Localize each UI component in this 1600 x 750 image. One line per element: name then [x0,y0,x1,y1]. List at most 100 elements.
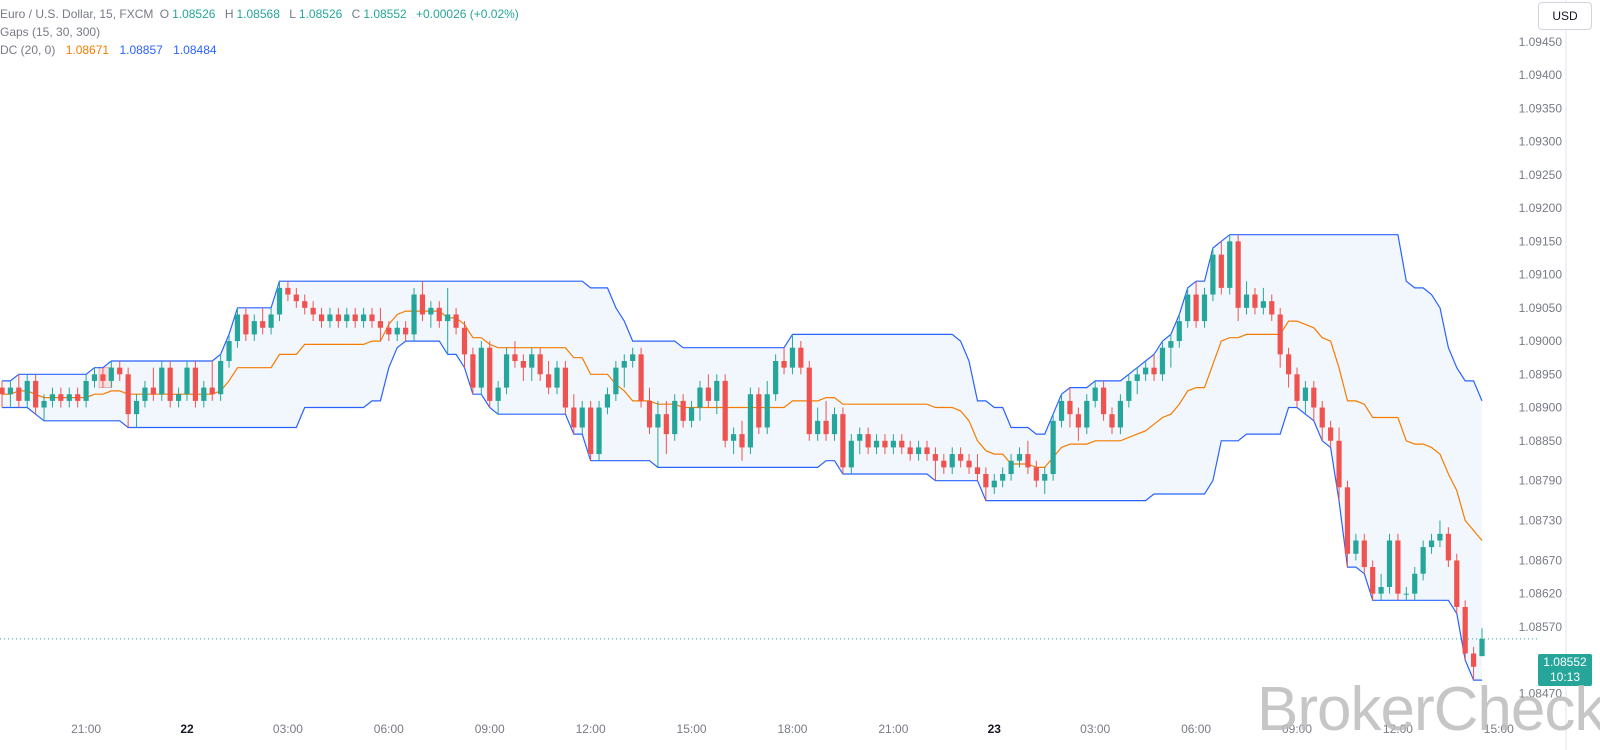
candle [1201,287,1208,328]
candle-body [1386,540,1393,588]
candle [1319,400,1325,441]
candle-body [924,447,930,455]
symbol-title[interactable]: Euro / U.S. Dollar, 15, FXCM [0,7,154,21]
candle-body [377,321,384,328]
candle-body [268,314,274,328]
candle-body [672,400,678,435]
candle [352,307,358,328]
candle-body [764,394,770,428]
candle-body [1109,414,1115,428]
candle-body [983,474,989,488]
candle [1218,241,1224,295]
candle [655,400,661,468]
candle [1269,294,1275,322]
candle [520,354,526,381]
candle-body [24,380,30,401]
candle-body [520,361,526,368]
candle [125,367,131,428]
candle-body [91,374,98,381]
candle-body [714,380,720,401]
candle-body [1210,254,1216,295]
candle-body [1176,321,1182,342]
gaps-indicator-label[interactable]: Gaps (15, 30, 300) [0,25,101,39]
candle-body [411,294,417,335]
candle-body [949,454,955,468]
candle [949,447,955,475]
candle [428,301,434,328]
time-tick-label: 12:00 [576,722,606,736]
time-tick-label: 03:00 [1080,722,1110,736]
candle-body [1016,454,1023,461]
candle-body [915,447,922,455]
candle [1395,533,1401,601]
candle [1294,367,1300,408]
dc-legend[interactable]: DC (20, 0) 1.08671 1.08857 1.08484 [0,43,220,57]
candle-body [16,387,22,401]
candle-body [243,314,249,335]
candle-body [1100,387,1107,415]
candle-body [1075,414,1081,428]
bar-countdown: 10:13 [1549,670,1581,684]
candle-body [369,314,375,322]
time-tick-label: 22 [180,722,194,736]
price-tick-label: 1.08570 [1519,620,1563,634]
gaps-legend[interactable]: Gaps (15, 30, 300) [0,25,103,39]
candle-body [487,347,493,401]
candle [773,354,779,401]
candle [1134,367,1140,395]
time-axis[interactable]: 0021:002203:0006:0009:0012:0015:0018:002… [0,722,1514,736]
candle [613,361,619,401]
price-tick-label: 1.09450 [1519,35,1563,49]
candle-body [789,347,796,368]
candle-body [1168,341,1174,348]
candle [1386,533,1393,594]
candle [882,434,888,455]
candle-body [1260,301,1266,308]
candle-body [1058,400,1065,421]
price-axis[interactable]: 1.09450 1.09400 1.09350 1.09300 1.09250 1.092… [1519,0,1567,750]
candle [1353,533,1359,561]
candle-body [655,414,661,428]
candle [907,440,913,461]
candle [857,427,863,455]
currency-button[interactable]: USD [1538,2,1592,30]
price-tick-label: 1.08850 [1519,434,1563,448]
candle [1462,600,1468,661]
candle-body [41,400,47,408]
candle-body [941,460,947,468]
candle [958,447,964,468]
candle [789,334,796,375]
candle-body [630,354,636,362]
candle [529,347,535,381]
candle [747,387,754,455]
price-tick-label: 1.09300 [1519,135,1563,149]
dc-upper-value: 1.08857 [119,43,163,57]
candle [251,314,257,342]
candle-body [1117,400,1124,428]
candle-body [899,440,905,448]
time-tick-label: 09:00 [1282,722,1312,736]
candle-body [1319,407,1325,428]
candle [1412,567,1418,601]
candle-body [108,367,114,381]
candle-body [453,314,459,328]
candle [495,380,501,415]
dc-indicator-label[interactable]: DC (20, 0) [0,43,56,57]
time-tick-label: 03:00 [273,722,303,736]
candle [159,361,165,401]
candle [848,434,854,475]
high-value: 1.08568 [236,7,280,21]
candle [966,454,972,475]
candle [503,347,510,395]
candle-body [150,387,156,395]
candle-body [1403,593,1409,595]
candle [201,380,207,408]
candle [302,294,308,315]
candle [1176,314,1182,348]
candle-body [1328,427,1334,441]
candle-body [1285,354,1292,375]
candle-body [545,374,552,388]
candle [1117,394,1124,435]
